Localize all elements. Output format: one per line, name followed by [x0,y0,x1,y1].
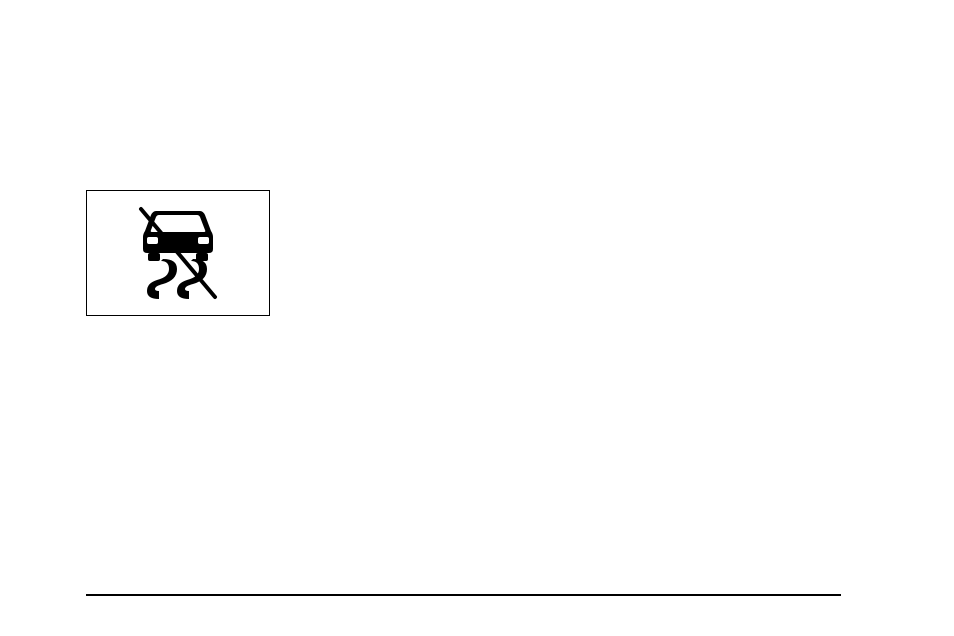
page-footer-rule [86,594,841,596]
traction-control-off-icon [113,203,243,303]
warning-icon-box [86,190,270,316]
